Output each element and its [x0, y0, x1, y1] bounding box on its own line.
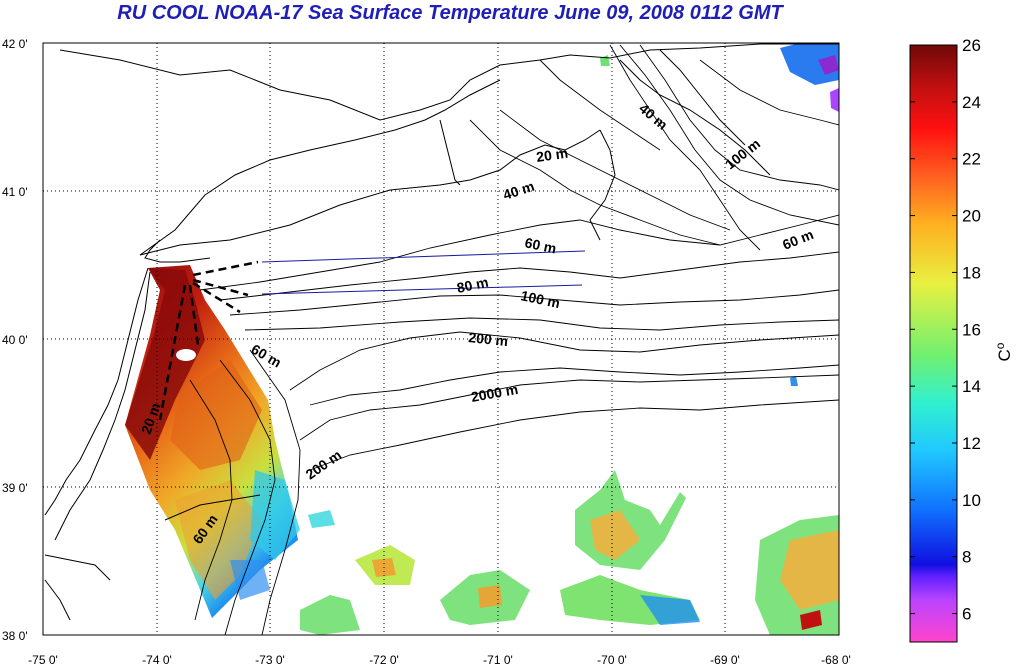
map-title: RU COOL NOAA-17 Sea Surface Temperature …: [117, 2, 783, 24]
lat-tick: 38 0': [2, 629, 28, 643]
lon-tick: -72 0': [369, 653, 399, 667]
colorbar-tick-label: 10: [962, 491, 981, 510]
contour-label: 20 m: [535, 145, 569, 165]
colorbar-unit: Co: [993, 342, 1014, 361]
colorbar: 26 24 22 20 18 16 14 12 10 8 6 Co: [909, 36, 1014, 643]
colorbar-tick-label: 22: [962, 150, 981, 169]
transect-lines: [261, 250, 586, 295]
colorbar-tick-label: 16: [962, 320, 981, 339]
colorbar-ticks: 26 24 22 20 18 16 14 12 10 8 6: [910, 36, 981, 624]
colorbar-tick-label: 18: [962, 263, 981, 282]
lat-tick: 39 0': [2, 481, 28, 495]
colorbar-tick-label: 20: [962, 207, 981, 226]
grid: [43, 43, 839, 635]
colorbar-gradient: [909, 44, 958, 643]
sst-patches: [300, 43, 839, 635]
latitude-ticks: 42 0' 41 0' 40 0' 39 0' 38 0': [2, 37, 28, 643]
colorbar-tick-label: 26: [962, 36, 981, 55]
lon-tick: -69 0': [710, 653, 740, 667]
colorbar-tick-label: 14: [962, 377, 981, 396]
colorbar-tick-label: 6: [962, 605, 971, 624]
lon-tick: -70 0': [597, 653, 627, 667]
colorbar-tick-label: 8: [962, 548, 971, 567]
longitude-ticks: -75 0' -74 0' -73 0' -72 0' -71 0' -70 0…: [28, 653, 851, 667]
lat-tick: 40 0': [2, 333, 28, 347]
lon-tick: -71 0': [483, 653, 513, 667]
dashed-transects: [158, 260, 259, 421]
lon-tick: -73 0': [255, 653, 285, 667]
lat-tick: 41 0': [2, 185, 28, 199]
colorbar-tick-label: 12: [962, 434, 981, 453]
lon-tick: -75 0': [28, 653, 58, 667]
lat-tick: 42 0': [2, 37, 28, 51]
contour-label: 60 m: [523, 234, 558, 256]
coastline: [44, 43, 839, 621]
colorbar-tick-label: 24: [962, 93, 981, 112]
lon-tick: -68 0': [821, 653, 851, 667]
lon-tick: -74 0': [142, 653, 172, 667]
contour-label: 80 m: [455, 274, 490, 296]
contour-label: 200 m: [468, 329, 509, 349]
sst-swath: [125, 265, 300, 618]
